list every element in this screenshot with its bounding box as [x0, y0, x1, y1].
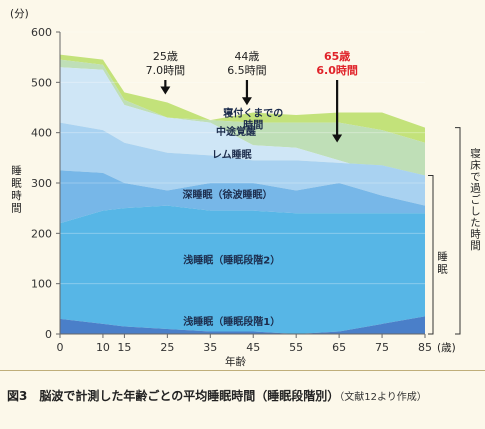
x-tick-label: 85	[418, 341, 432, 354]
sleep-bracket	[428, 174, 434, 335]
y-tick-label: 600	[31, 26, 52, 39]
x-axis-ticks: 0 10 15 25 35 45 55 65 75 85	[57, 334, 432, 354]
x-tick-label: 15	[117, 341, 131, 354]
x-tick-label: 35	[203, 341, 217, 354]
bed-bracket-label: 寝床で過ごした時間	[469, 147, 481, 251]
sleep-bracket-label: 睡眠	[436, 250, 448, 276]
y-axis-label: 睡眠時間	[10, 164, 22, 215]
area-label-sleep-latency: 寝付くまでの時間	[223, 107, 283, 132]
x-unit-label: (歳)	[437, 342, 456, 354]
caption-title: 図3 脳波で計測した年齢ごとの平均睡眠時間（睡眠段階別）	[7, 389, 340, 403]
annotation-age: 25歳	[153, 50, 178, 63]
area-label-stage2: 浅睡眠（睡眠段階2）	[183, 254, 280, 267]
x-axis-label: 年齢	[225, 355, 246, 368]
area-stage2	[60, 205, 425, 334]
y-tick-label: 200	[31, 227, 52, 240]
brackets: 睡眠 寝床で過ごした時間	[428, 127, 481, 335]
annotation-time: 7.0時間	[146, 64, 186, 77]
area-label-slow-wave: 深睡眠（徐波睡眠）	[182, 188, 272, 201]
area-stage1	[60, 316, 425, 334]
y-tick-label: 400	[31, 127, 52, 140]
x-tick-label: 45	[246, 341, 260, 354]
y-unit-label: (分)	[10, 8, 29, 20]
annotation-time: 6.5時間	[227, 64, 267, 77]
y-axis-ticks: 0 100 200 300 400 500 600	[31, 26, 60, 341]
area-label-stage1: 浅睡眠（睡眠段階1）	[183, 315, 280, 328]
x-tick-label: 0	[57, 341, 64, 354]
annotation-arrow-head	[332, 134, 343, 143]
x-tick-label: 65	[332, 341, 346, 354]
annotation-age: 65歳	[324, 49, 350, 63]
caption-divider	[0, 370, 485, 371]
area-total	[60, 54, 425, 143]
x-tick-label: 75	[375, 341, 389, 354]
area-slow-wave	[60, 170, 425, 224]
area-label-waso: 中途覚醒	[216, 125, 256, 138]
area-rem	[60, 122, 425, 206]
area-sleep-latency	[60, 59, 425, 189]
y-tick-label: 500	[31, 76, 52, 89]
x-tick-label: 25	[160, 341, 174, 354]
y-tick-label: 300	[31, 177, 52, 190]
y-tick-label: 0	[45, 328, 52, 341]
annotation-arrow-head	[160, 86, 171, 95]
area-waso	[60, 67, 425, 189]
x-tick-label: 55	[289, 341, 303, 354]
bed-bracket	[455, 127, 461, 335]
y-tick-label: 100	[31, 278, 52, 291]
x-tick-label: 10	[96, 341, 110, 354]
annotation-age: 44歳	[234, 50, 259, 63]
annotation-time: 6.0時間	[316, 63, 358, 77]
area-label-rem: レム睡眠	[212, 148, 252, 161]
caption-source: （文献12より作成）	[339, 392, 427, 403]
area-layers	[60, 54, 425, 334]
figure-caption: 図3 脳波で計測した年齢ごとの平均睡眠時間（睡眠段階別）（文献12より作成）	[7, 387, 427, 404]
annotation-arrow-head	[241, 97, 252, 106]
